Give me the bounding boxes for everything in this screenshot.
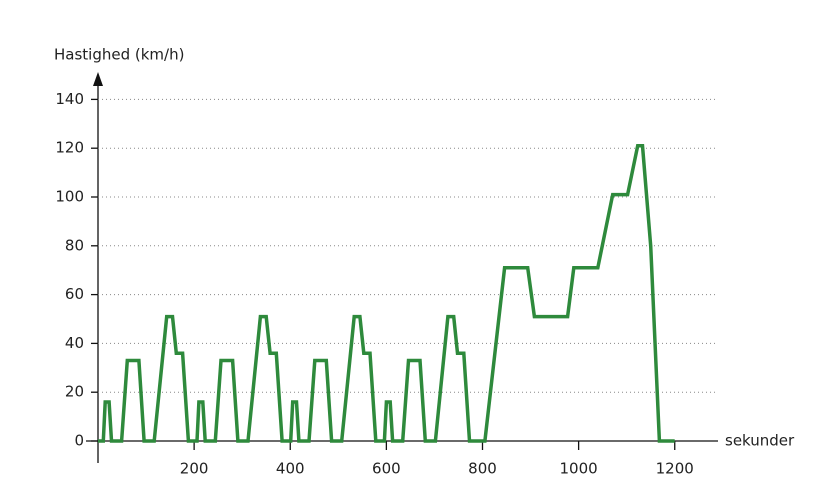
- y-tick-label: 140: [55, 90, 84, 108]
- y-tick-label: 60: [65, 285, 84, 303]
- x-tick-label: 600: [372, 460, 401, 478]
- x-axis-label: sekunder: [725, 432, 795, 450]
- x-tick-label: 400: [276, 460, 305, 478]
- y-tick-label: 100: [55, 188, 84, 206]
- x-tick-label: 1200: [656, 460, 694, 478]
- x-tick-label: 200: [180, 460, 209, 478]
- x-tick-label: 1000: [560, 460, 598, 478]
- y-axis-label: Hastighed (km/h): [54, 46, 184, 64]
- y-tick-label: 0: [74, 432, 84, 450]
- y-axis-arrow: [93, 72, 103, 86]
- y-tick-label: 40: [65, 334, 84, 352]
- y-tick-label: 80: [65, 236, 84, 254]
- x-tick-label: 800: [468, 460, 497, 478]
- data-line: [98, 144, 675, 443]
- y-tick-label: 20: [65, 383, 84, 401]
- y-tick-label: 120: [55, 139, 84, 157]
